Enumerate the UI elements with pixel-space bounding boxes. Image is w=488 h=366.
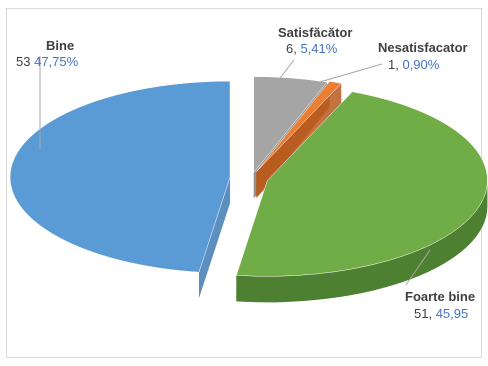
label-satisfacator-percent: 5,41%	[300, 41, 337, 56]
slice-side-foarte-bine	[236, 180, 488, 303]
leader-line-satisfacator	[279, 59, 295, 79]
leader-line-foarte-bine	[405, 249, 431, 286]
label-nesatisfacator-name: Nesatisfacator	[378, 40, 468, 55]
slice-wall-nesatisfacator-1	[256, 83, 342, 198]
label-nesatisfacator-value: 1, 0,90%	[388, 57, 440, 72]
slice-nesatisfacator	[256, 81, 342, 173]
label-bine-value: 53 47,75%	[16, 54, 79, 69]
label-foarte-bine-percent: 45,95	[436, 306, 469, 321]
label-satisfacator-name: Satisfăcător	[278, 25, 352, 40]
leader-line-nesatisfacator	[305, 63, 383, 87]
label-foarte-bine-name: Foarte bine	[405, 289, 475, 304]
slice-bine	[9, 80, 231, 273]
slice-wall-bine-0	[198, 177, 231, 299]
label-foarte-bine-count: 51,	[414, 306, 432, 321]
label-bine-percent: 47,75%	[34, 54, 79, 69]
slice-foarte-bine	[236, 91, 488, 277]
slice-satisfacator	[253, 76, 328, 174]
label-satisfacator-value: 6, 5,41%	[286, 41, 338, 56]
label-foarte-bine-value: 51, 45,95	[414, 306, 468, 321]
label-nesatisfacator-count: 1,	[388, 57, 399, 72]
label-bine-name: Bine	[46, 38, 74, 53]
label-nesatisfacator-percent: 0,90%	[402, 57, 439, 72]
label-bine-count: 53	[16, 54, 30, 69]
label-satisfacator-count: 6,	[286, 41, 297, 56]
